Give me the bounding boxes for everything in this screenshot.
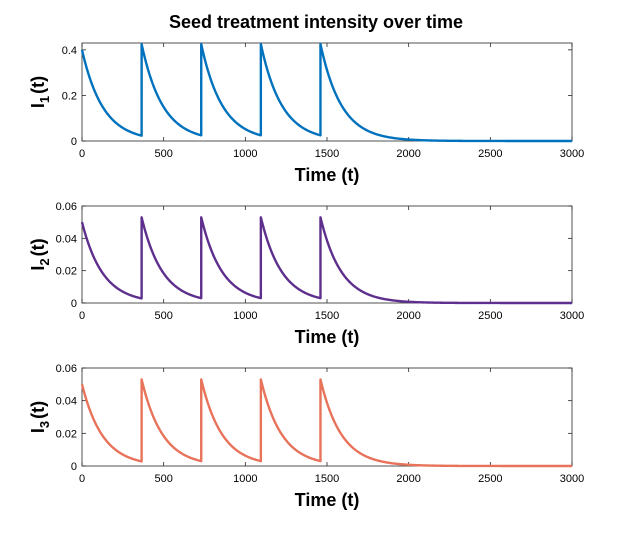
y-tick-label: 0.04 [56, 396, 77, 408]
x-axis-label: Time (t) [295, 490, 360, 510]
x-tick-label: 2000 [396, 473, 420, 485]
panel-1: 0 500 1000 1500 2000 2500 3000 0 0.2 0.4 Time (t) I… [28, 42, 584, 185]
y-axis-label: I3 (t) [28, 401, 52, 433]
x-tick-label: 3000 [560, 310, 584, 322]
y-axis-label-subscript: 1 [37, 96, 52, 103]
axes-box [81, 367, 573, 467]
x-tick-label: 2000 [396, 310, 420, 322]
x-tick-label: 3000 [560, 473, 584, 485]
x-tick-label: 500 [154, 148, 172, 160]
x-tick-label: 2000 [396, 148, 420, 160]
y-tick-label: 0 [71, 461, 77, 473]
x-tick-label: 2500 [478, 148, 502, 160]
y-tick-label: 0.02 [56, 428, 77, 440]
y-axis-label-main: I [28, 266, 48, 271]
x-tick-label: 1500 [315, 473, 339, 485]
y-axis-label-tail: (t) [28, 238, 48, 256]
y-axis-label-main: I [28, 103, 48, 108]
panel-2: 0 500 1000 1500 2000 2500 3000 0 0.02 0.04 0.06 Tim… [28, 201, 584, 347]
x-tick-label: 2500 [478, 473, 502, 485]
x-tick-label: 2500 [478, 310, 502, 322]
y-tick-label: 0.02 [56, 266, 77, 278]
y-axis-label: I2 (t) [28, 238, 52, 270]
y-tick-label: 0 [71, 136, 77, 148]
x-tick-label: 0 [79, 310, 85, 322]
x-tick-label: 1000 [233, 148, 257, 160]
series-line-I2(t) [80, 216, 573, 305]
x-tick-label: 500 [154, 473, 172, 485]
y-tick-label: 0.2 [62, 90, 77, 102]
x-tick-label: 1000 [233, 310, 257, 322]
y-axis-label: I1 (t) [28, 76, 52, 108]
x-tick-label: 0 [79, 473, 85, 485]
y-tick-label: 0.04 [56, 233, 77, 245]
y-tick-label: 0.06 [56, 201, 77, 213]
x-axis-label: Time (t) [295, 165, 360, 185]
x-tick-label: 500 [154, 310, 172, 322]
chart-title: Seed treatment intensity over time [169, 12, 463, 32]
x-tick-label: 3000 [560, 148, 584, 160]
axes-box [81, 205, 573, 304]
y-axis-label-tail: (t) [28, 401, 48, 419]
panel-3: 0 500 1000 1500 2000 2500 3000 0 0.02 0.04 0.06 Tim… [28, 363, 584, 510]
y-axis-label-subscript: 2 [37, 258, 52, 265]
series-line-I1(t) [80, 42, 573, 143]
x-tick-label: 1000 [233, 473, 257, 485]
x-tick-label: 1500 [315, 148, 339, 160]
y-tick-label: 0 [71, 298, 77, 310]
y-axis-label-tail: (t) [28, 76, 48, 94]
y-axis-label-main: I [28, 428, 48, 433]
x-axis-label: Time (t) [295, 327, 360, 347]
x-tick-label: 0 [79, 148, 85, 160]
x-tick-label: 1500 [315, 310, 339, 322]
y-axis-label-subscript: 3 [37, 421, 52, 428]
y-tick-label: 0.4 [62, 45, 77, 57]
series-line-I3(t) [80, 378, 573, 468]
y-tick-label: 0.06 [56, 363, 77, 375]
